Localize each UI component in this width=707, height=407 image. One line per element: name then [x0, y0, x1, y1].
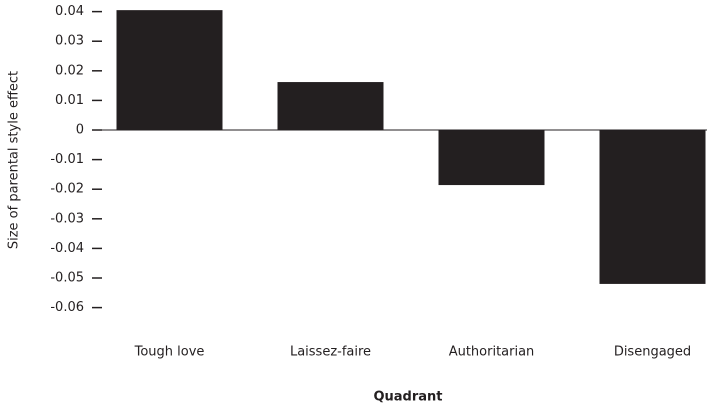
x-tick-label: Authoritarian [449, 345, 535, 360]
x-axis-label: Quadrant [373, 390, 442, 405]
y-tick-label: -0.04 [50, 241, 84, 256]
y-axis-label: Size of parental style effect [7, 71, 22, 249]
y-tick-label: 0.02 [55, 63, 84, 78]
y-tick-label: 0.04 [55, 4, 84, 19]
y-tick-label: 0 [76, 123, 84, 138]
bar [277, 82, 384, 131]
y-tick-label: -0.02 [50, 182, 84, 197]
x-tick-label: Disengaged [614, 345, 691, 360]
bar [438, 130, 545, 186]
y-tick-label: -0.03 [50, 211, 84, 226]
y-tick-label: -0.06 [50, 300, 84, 315]
bar [116, 10, 223, 131]
x-tick-label: Laissez-faire [290, 345, 371, 360]
bar [599, 130, 706, 284]
y-tick-label: 0.03 [55, 34, 84, 49]
x-tick-label: Tough love [134, 345, 205, 360]
y-tick-label: 0.01 [55, 93, 84, 108]
y-tick-label: -0.05 [50, 271, 84, 286]
y-tick-label: -0.01 [50, 152, 84, 167]
